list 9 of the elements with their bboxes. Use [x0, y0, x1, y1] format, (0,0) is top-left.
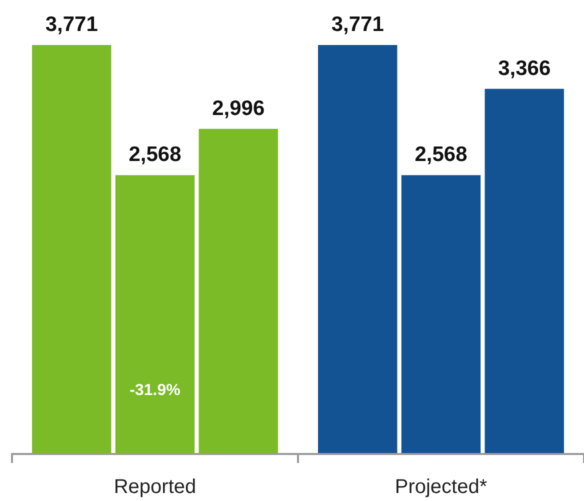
- data-label: 3,771: [331, 13, 384, 36]
- data-label: 2,996: [212, 96, 265, 120]
- data-label: 3,771: [45, 13, 98, 36]
- annotation: -31.9%: [130, 382, 180, 399]
- data-label: 2,568: [414, 143, 468, 166]
- x-tick-label: Projected*: [394, 476, 488, 498]
- x-tick-label: Reported: [114, 476, 196, 498]
- data-label: 3,366: [498, 56, 551, 80]
- data-label: 2,568: [128, 143, 182, 166]
